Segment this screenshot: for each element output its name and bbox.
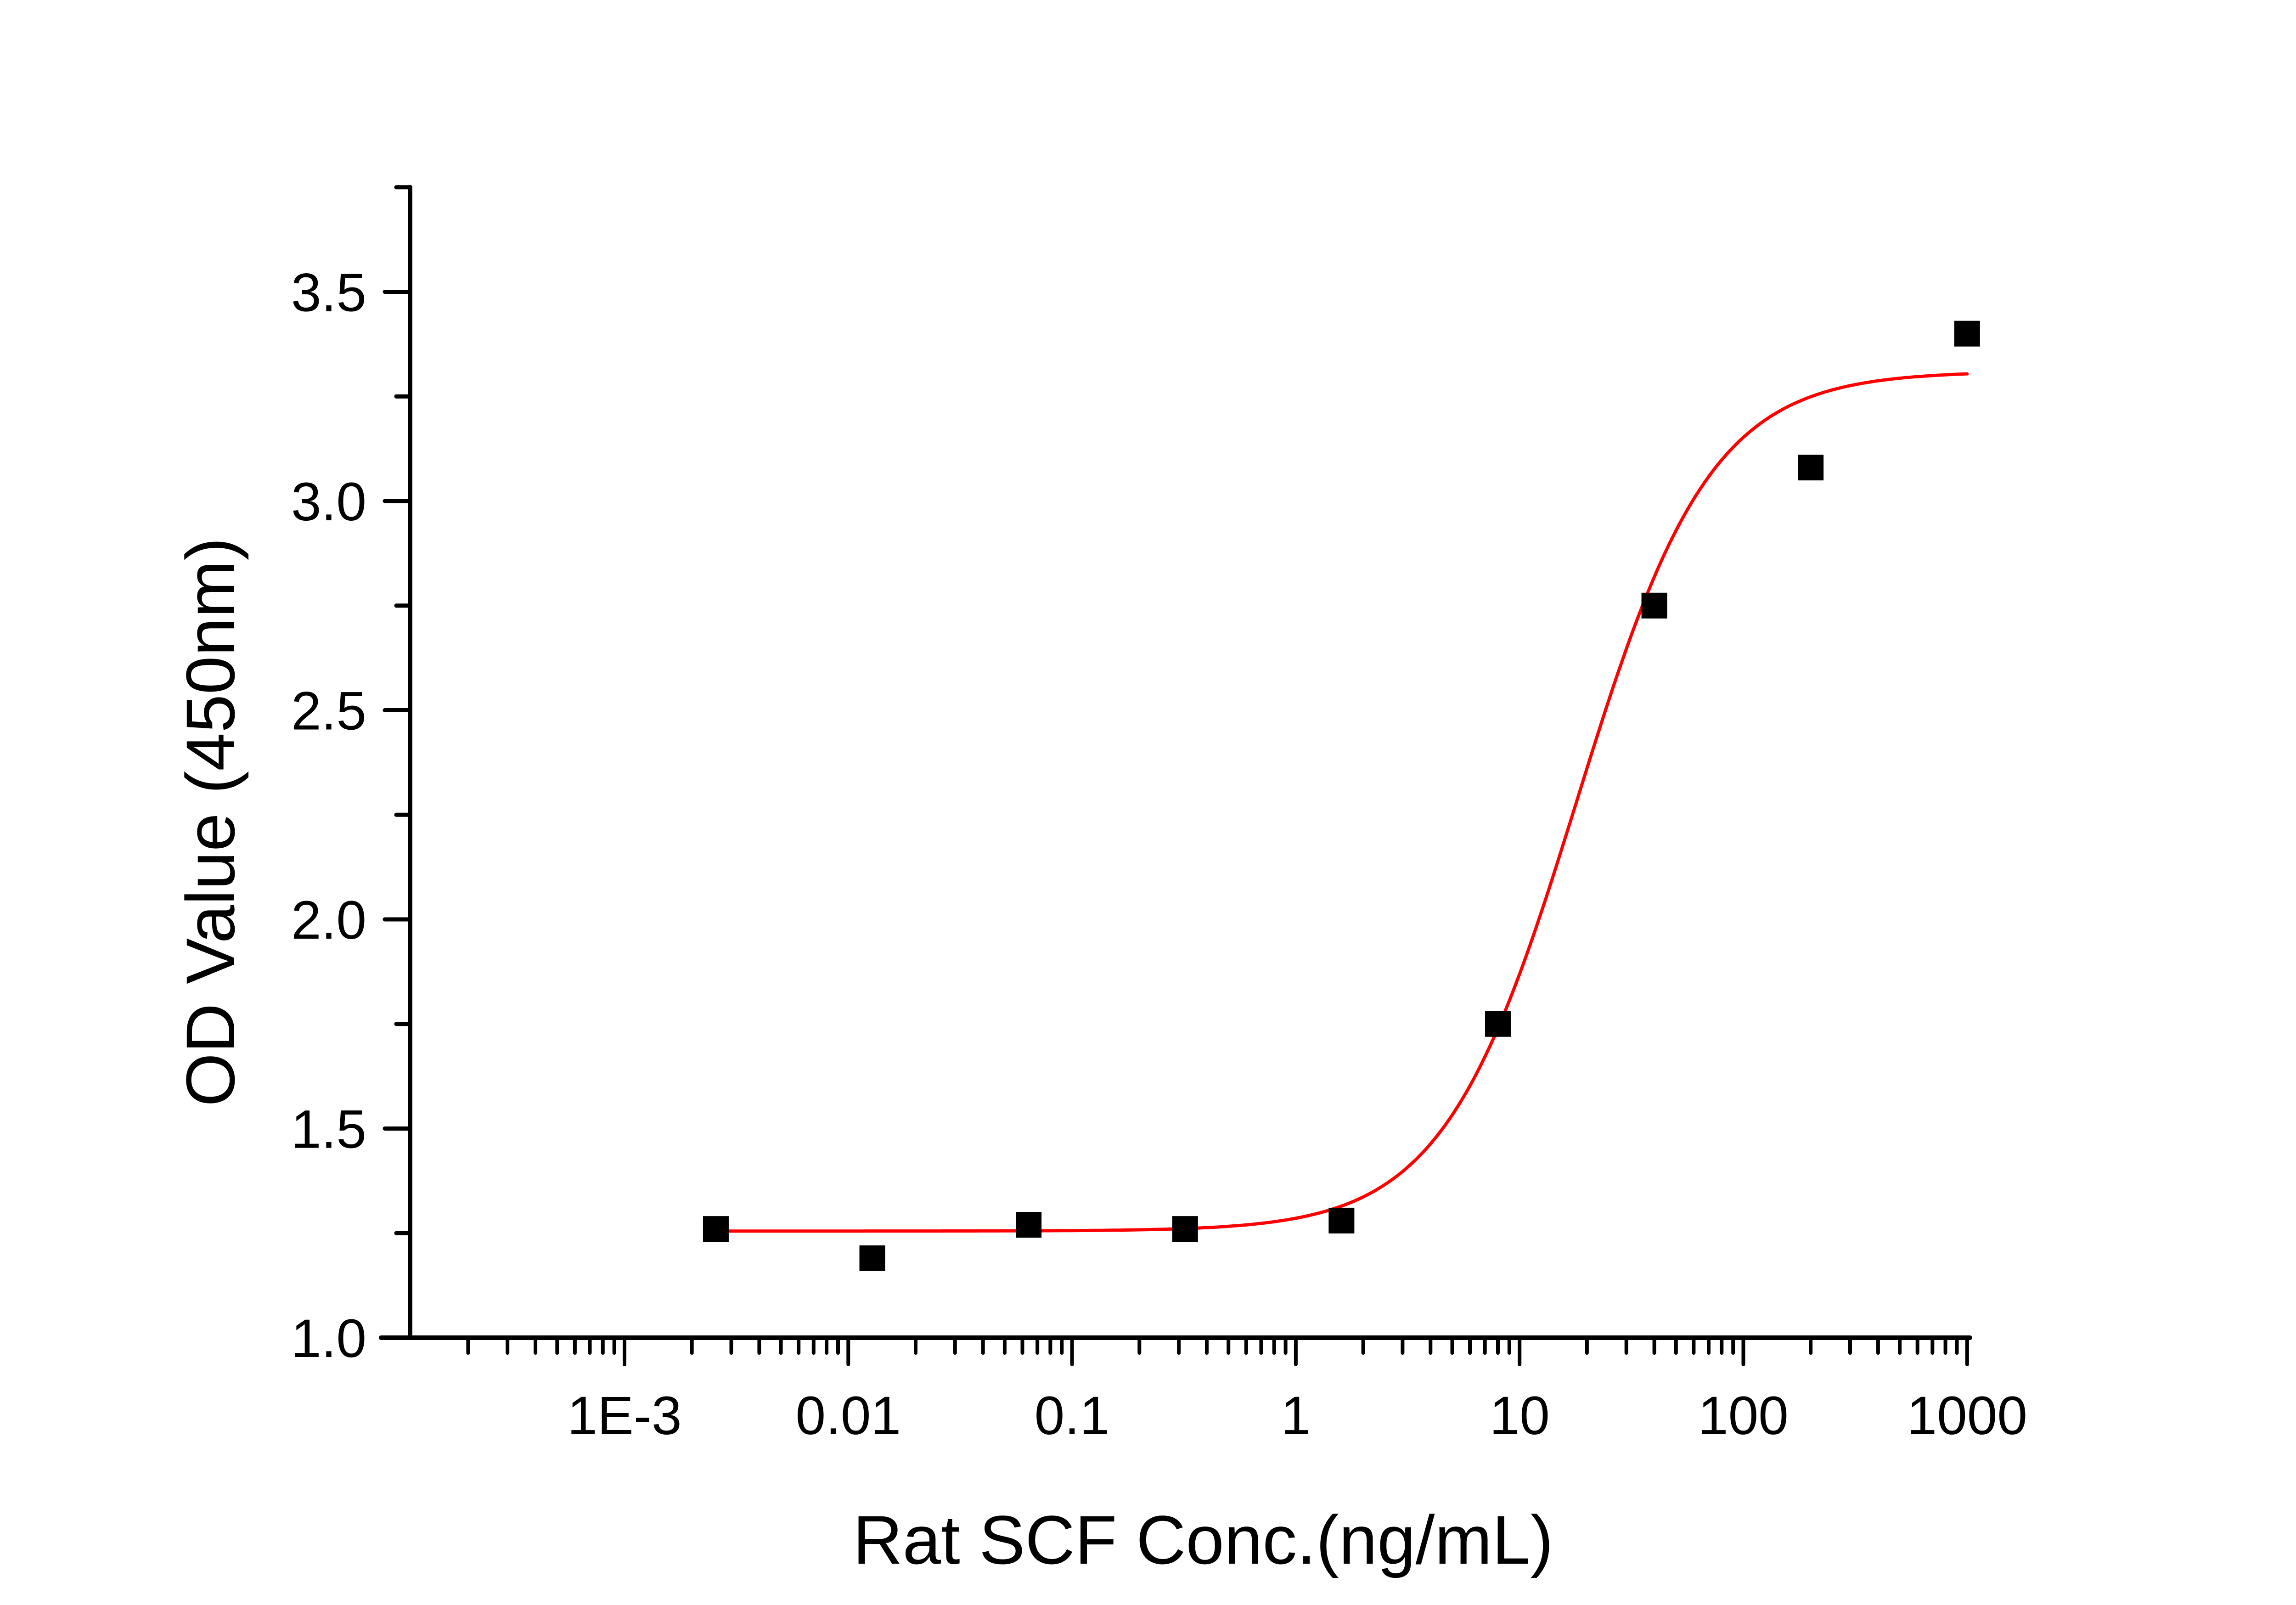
x-tick-label: 0.1 — [1035, 1385, 1110, 1446]
y-tick-label: 2.5 — [291, 681, 366, 742]
x-tick-label: 1000 — [1907, 1385, 2028, 1446]
data-point — [859, 1245, 885, 1271]
y-tick-label: 1.5 — [291, 1099, 366, 1160]
data-point — [1641, 592, 1667, 619]
y-tick-label: 1.0 — [291, 1308, 366, 1369]
data-point — [1798, 455, 1824, 481]
data-point — [1485, 1011, 1511, 1037]
axes: 1.0 1.5 2.0 2.5 3.0 3.5 1E-3 0.01 0.1 1 10 100 1000 — [291, 185, 2028, 1446]
y-axis-title: OD Value (450nm) — [172, 537, 249, 1106]
y-tick-label: 3.0 — [291, 472, 366, 532]
x-axis-title: Rat SCF Conc.(ng/mL) — [853, 1501, 1553, 1578]
x-ticks: 1E-3 0.01 0.1 1 10 100 1000 — [466, 1336, 2028, 1446]
fit-curve — [714, 372, 1969, 1233]
x-tick-label: 10 — [1490, 1385, 1550, 1446]
y-tick-label: 3.5 — [291, 263, 366, 323]
y-tick-label: 2.0 — [291, 890, 366, 951]
data-points — [703, 321, 1980, 1271]
x-tick-label: 1 — [1281, 1385, 1311, 1446]
y-ticks: 1.0 1.5 2.0 2.5 3.0 3.5 — [291, 185, 412, 1369]
data-point — [1328, 1207, 1355, 1233]
data-point — [1016, 1212, 1042, 1238]
data-point — [703, 1216, 729, 1242]
data-point — [1172, 1216, 1198, 1242]
x-tick-label: 0.01 — [795, 1385, 901, 1446]
data-point — [1954, 321, 1980, 347]
x-tick-label: 1E-3 — [567, 1385, 681, 1446]
x-tick-label: 100 — [1698, 1385, 1789, 1446]
